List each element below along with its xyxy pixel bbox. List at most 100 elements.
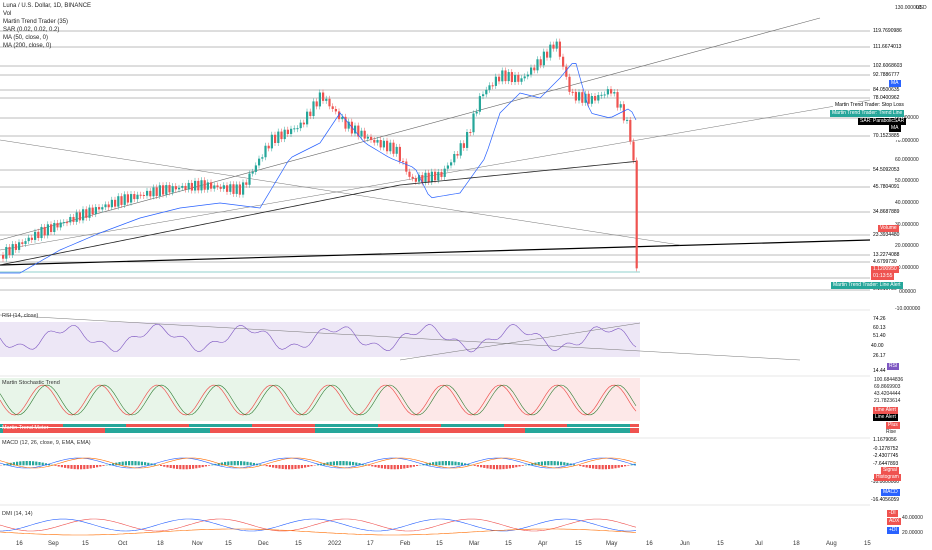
macd-histogram-bar <box>432 462 435 466</box>
candle-body <box>542 51 545 66</box>
trend-meter-bar <box>612 428 615 433</box>
legend-sar[interactable]: SAR (0.02, 0.02, 0.2) <box>3 27 60 33</box>
legend-vol[interactable]: Vol <box>3 11 12 17</box>
rsi-pane-label[interactable]: RSI (14, close) <box>2 313 39 319</box>
trend-meter-bar <box>51 428 54 433</box>
candle-body <box>562 56 565 67</box>
trend-meter-bar <box>168 428 171 433</box>
trend-meter-bar <box>36 428 39 433</box>
macd-histogram-bar <box>544 461 547 466</box>
trend-meter-bar <box>618 424 621 427</box>
macd-histogram-bar <box>556 461 559 466</box>
volume-tag: Volume <box>878 225 899 232</box>
trend-meter-bar <box>450 428 453 433</box>
macd-histogram-bar <box>236 461 239 466</box>
stoch-axis-tick: 43.4204444 <box>874 391 901 397</box>
time-axis-tick: 2022 <box>328 541 342 547</box>
macd-histogram-bar <box>620 465 623 468</box>
price-axis-tick: 80.000000 <box>895 115 919 121</box>
trend-meter-bar <box>606 428 609 433</box>
macd-histogram-bar <box>32 461 35 466</box>
trend-meter-bar <box>456 424 459 427</box>
trend-meter-bar <box>363 428 366 433</box>
candle-body <box>603 94 606 96</box>
trend-meter-bar <box>339 424 342 427</box>
trend-meter-bar <box>255 424 258 427</box>
candle-body <box>216 185 219 187</box>
legend-ma50[interactable]: MA (50, close, 0) <box>3 35 49 41</box>
price-level-tag: 0.1016786 <box>871 286 899 293</box>
trend-meter-bar <box>51 424 54 427</box>
trend-meter-bar <box>441 428 444 433</box>
trend-meter-bar <box>387 428 390 433</box>
macd-histogram-bar <box>57 465 60 467</box>
candle-body <box>382 140 385 148</box>
candle-body <box>494 76 497 86</box>
macd-histogram-bar <box>38 462 41 466</box>
rsi-axis-tick: 40.00 <box>871 343 884 349</box>
macd-histogram-bar <box>224 461 227 466</box>
candle-body <box>114 199 117 207</box>
currency-label: USD <box>916 5 927 11</box>
trend-meter-bar <box>360 428 363 433</box>
candle-body <box>21 242 24 244</box>
macd-histogram-bar <box>345 461 348 466</box>
price-level-tag: 92.7886777 <box>871 72 902 79</box>
trend-meter-bar <box>552 424 555 427</box>
candle-body <box>277 131 280 143</box>
macd-histogram-bar <box>505 465 508 469</box>
trend-meter-bar <box>12 424 15 427</box>
candle-body <box>613 92 616 94</box>
candle-body <box>587 93 590 104</box>
candle-body <box>514 74 517 83</box>
trend-meter-bar <box>69 428 72 433</box>
macd-pane-label[interactable]: MACD (12, 26, close, 9, EMA, EMA) <box>2 440 91 446</box>
trend-meter-bar <box>309 424 312 427</box>
dmi-pane-label[interactable]: DMI (14, 14) <box>2 511 33 517</box>
trend-meter-bar <box>378 428 381 433</box>
dmi-axis-tick: 40.00000 <box>902 515 923 521</box>
candle-body <box>165 185 168 195</box>
macd-histogram-bar <box>243 461 246 466</box>
trend-meter-bar <box>543 428 546 433</box>
macd-histogram-bar <box>16 461 19 466</box>
trend-meter-bar <box>411 424 414 427</box>
macd-histogram-bar <box>550 461 553 466</box>
candle-body <box>274 134 277 143</box>
macd-histogram-bar <box>22 461 25 466</box>
time-axis-tick: Aug <box>826 541 837 547</box>
trend-meter-bar <box>450 424 453 427</box>
candle-body <box>190 182 193 191</box>
trend-meter-bar <box>27 424 30 427</box>
trend-meter-bar <box>609 424 612 427</box>
chart-legend: Luna / U.S. Dollar, 1D, BINANCE Vol Mart… <box>3 2 91 50</box>
time-axis-tick: 15 <box>717 541 724 547</box>
trend-meter-bar <box>468 424 471 427</box>
macd-histogram-bar <box>585 465 588 468</box>
macd-histogram-bar <box>41 462 44 466</box>
trend-meter-pane-label[interactable]: Martin Trend Meter <box>2 425 49 431</box>
trend-meter-bar <box>90 424 93 427</box>
trend-meter-bar <box>351 424 354 427</box>
candle-body <box>558 41 561 57</box>
trend-meter-bar <box>339 428 342 433</box>
trend-meter-bar <box>459 424 462 427</box>
trend-meter-bar <box>81 428 84 433</box>
trend-meter-bar <box>420 428 423 433</box>
candle-body <box>126 194 129 203</box>
trend-meter-bar <box>30 424 33 427</box>
trend-meter-bar <box>336 428 339 433</box>
candle-body <box>254 165 257 172</box>
trend-meter-bar <box>12 428 15 433</box>
legend-trend-trader[interactable]: Martin Trend Trader (35) <box>3 19 69 25</box>
trend-meter-bar <box>465 428 468 433</box>
legend-ma200[interactable]: MA (200, close, 0) <box>3 43 52 49</box>
stoch-pane-label[interactable]: Martin Stochastic Trend <box>2 380 60 386</box>
macd-histogram-bar <box>144 462 147 466</box>
trend-meter-bar <box>576 428 579 433</box>
candle-body <box>501 70 504 82</box>
macd-axis-tick: 1.1679056 <box>871 437 899 444</box>
trend-meter-bar <box>156 424 159 427</box>
macd-histogram-bar <box>588 465 591 469</box>
